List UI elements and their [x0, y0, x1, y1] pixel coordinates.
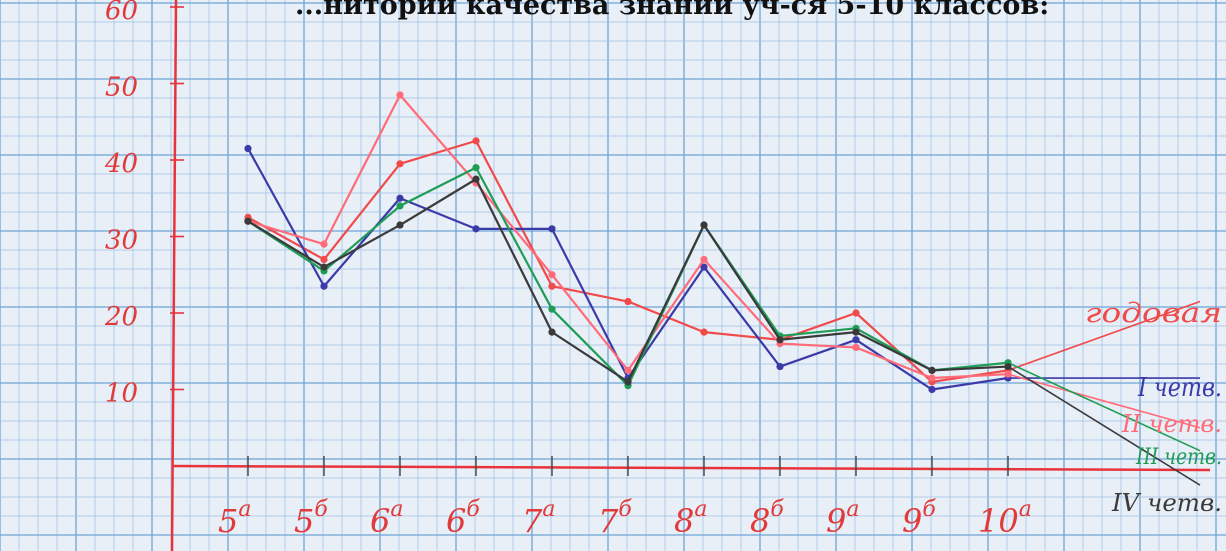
x-tick-label: 5б — [294, 497, 328, 540]
data-point-q4 — [700, 221, 708, 229]
data-point-q2 — [1004, 370, 1012, 378]
data-point-q1 — [396, 194, 404, 202]
data-point-q1 — [928, 385, 936, 394]
data-point-q2 — [928, 374, 936, 382]
data-point-q1 — [700, 263, 708, 271]
x-axis — [171, 464, 1211, 472]
series-extension-q4 — [1007, 365, 1201, 486]
chart-title: ...нитории качества знаний уч-ся 5-10 кл… — [295, 0, 1049, 21]
data-point-q1 — [776, 362, 784, 371]
y-tick-label: 20 — [104, 302, 138, 332]
data-point-godovaya — [472, 137, 480, 145]
data-point-q3 — [472, 164, 480, 172]
data-point-godovaya — [852, 309, 860, 317]
data-point-q4 — [1004, 362, 1012, 371]
legend-label-q3: III четв. — [1135, 445, 1222, 470]
y-tick-label: 40 — [104, 149, 138, 179]
data-point-godovaya — [396, 160, 404, 168]
y-tick-label: 30 — [105, 226, 138, 256]
x-tick-label: 10а — [978, 497, 1032, 540]
axes — [170, 0, 1211, 551]
y-tick-label: 60 — [105, 0, 138, 26]
data-point-q2 — [624, 366, 632, 374]
series-extension-godovaya — [1007, 300, 1201, 372]
series-extension-q2 — [1007, 373, 1201, 429]
y-tick-label: 50 — [105, 73, 138, 103]
y-axis — [170, 0, 178, 551]
data-point-q3 — [548, 305, 556, 313]
x-tick-label: 7б — [598, 497, 632, 540]
data-point-q4 — [472, 175, 480, 183]
y-tick-labels: 10 20 30 40 50 60 — [104, 0, 138, 409]
data-point-q1 — [320, 282, 328, 290]
data-point-q2 — [852, 343, 860, 352]
data-point-q2 — [700, 255, 708, 264]
data-point-q4 — [548, 328, 556, 336]
data-point-godovaya — [548, 282, 556, 290]
data-point-q4 — [776, 336, 784, 344]
x-tick-label: 9а — [826, 497, 859, 540]
legend-label-q1: I четв. — [1137, 373, 1222, 403]
series-lines — [244, 91, 1201, 486]
data-point-q2 — [320, 240, 328, 248]
legend-labels: годовая I четв. II четв. III четв. IV четв. — [1085, 298, 1222, 517]
data-point-q2 — [396, 91, 404, 99]
data-point-q4 — [852, 328, 860, 336]
x-tick-label: 8а — [674, 497, 707, 540]
data-point-q1 — [472, 225, 480, 233]
legend-label-q2: II четв. — [1121, 410, 1222, 438]
x-tick-labels: 5а 5б 6а 6б 7а 7б 8а 8б 9а 9б 10а — [218, 497, 1032, 540]
series-extension-q3 — [1007, 361, 1201, 452]
legend-label-q4: IV четв. — [1111, 489, 1222, 517]
x-tick-label: 6б — [446, 497, 480, 540]
x-tick-label: 8б — [750, 497, 784, 540]
data-point-godovaya — [700, 328, 708, 336]
data-point-q1 — [852, 336, 860, 344]
x-tick-label: 7а — [522, 497, 555, 540]
x-tick-label: 6а — [370, 497, 403, 540]
data-point-q4 — [244, 217, 252, 225]
data-point-q2 — [548, 271, 556, 279]
x-tick-label: 5а — [218, 497, 251, 540]
legend-label-godovaya: годовая — [1085, 298, 1222, 329]
data-point-q3 — [396, 202, 404, 210]
data-point-q4 — [928, 366, 936, 374]
y-tick-label: 10 — [105, 379, 138, 409]
data-point-q4 — [396, 221, 404, 229]
x-tick-label: 9б — [902, 497, 936, 540]
data-point-godovaya — [320, 255, 328, 264]
data-point-q1 — [548, 225, 556, 233]
data-point-q1 — [244, 144, 252, 153]
data-point-godovaya — [624, 297, 632, 306]
data-point-q4 — [320, 263, 328, 271]
data-point-q4 — [624, 378, 632, 386]
